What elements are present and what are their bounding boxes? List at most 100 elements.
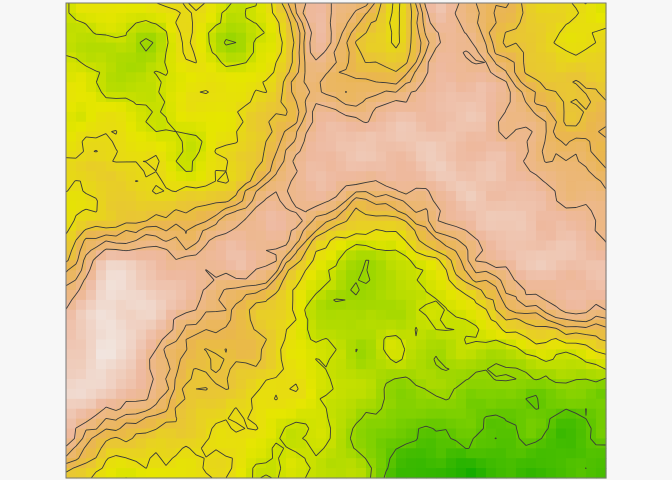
- heatmap-cell: [296, 3, 307, 14]
- heatmap-cell: [356, 458, 367, 469]
- heatmap-cell: [296, 131, 307, 143]
- heatmap-cell: [496, 398, 507, 410]
- heatmap-cell: [116, 210, 127, 222]
- heatmap-cell: [126, 32, 137, 44]
- heatmap-cell: [346, 210, 357, 222]
- heatmap-cell: [356, 359, 367, 370]
- heatmap-cell: [336, 22, 347, 34]
- heatmap-cell: [196, 349, 207, 360]
- heatmap-cell: [546, 230, 557, 242]
- heatmap-cell: [186, 101, 197, 113]
- heatmap-cell: [326, 92, 337, 103]
- heatmap-cell: [86, 62, 97, 73]
- heatmap-cell: [486, 280, 497, 291]
- heatmap-cell: [256, 82, 267, 93]
- heatmap-cell: [476, 3, 487, 14]
- heatmap-cell: [286, 230, 297, 242]
- heatmap-cell: [526, 468, 537, 479]
- heatmap-cell: [456, 448, 467, 459]
- heatmap-cell: [426, 438, 437, 449]
- heatmap-cell: [356, 82, 367, 93]
- heatmap-cell: [366, 280, 377, 291]
- heatmap-cell: [316, 339, 327, 350]
- heatmap-cell: [536, 62, 547, 73]
- heatmap-cell: [336, 448, 347, 459]
- heatmap-cell: [336, 191, 347, 202]
- heatmap-cell: [306, 22, 317, 34]
- heatmap-cell: [66, 52, 77, 63]
- heatmap-cell: [596, 32, 607, 44]
- heatmap-cell: [466, 448, 477, 459]
- heatmap-cell: [466, 220, 477, 232]
- heatmap-cell: [216, 131, 227, 143]
- heatmap-cell: [546, 408, 557, 420]
- heatmap-cell: [586, 369, 597, 380]
- heatmap-cell: [306, 121, 317, 133]
- heatmap-cell: [436, 52, 447, 63]
- heatmap-cell: [506, 111, 517, 123]
- heatmap-cell: [186, 3, 197, 14]
- heatmap-cell: [156, 388, 167, 400]
- heatmap-cell: [116, 161, 127, 172]
- heatmap-cell: [186, 359, 197, 370]
- heatmap-cell: [556, 388, 567, 400]
- heatmap-cell: [196, 171, 207, 182]
- heatmap-cell: [246, 379, 257, 390]
- heatmap-cell: [506, 3, 517, 14]
- heatmap-cell: [256, 388, 267, 400]
- heatmap-cell: [96, 398, 107, 410]
- heatmap-cell: [336, 299, 347, 311]
- heatmap-cell: [266, 448, 277, 459]
- heatmap-cell: [296, 349, 307, 360]
- heatmap-cell: [436, 448, 447, 459]
- heatmap-cell: [196, 12, 207, 24]
- heatmap-cell: [266, 309, 277, 321]
- heatmap-cell: [586, 379, 597, 390]
- heatmap-cell: [306, 151, 317, 162]
- heatmap-cell: [216, 280, 227, 291]
- heatmap-cell: [456, 240, 467, 251]
- heatmap-cell: [366, 171, 377, 182]
- heatmap-cell: [486, 458, 497, 469]
- heatmap-cell: [176, 438, 187, 449]
- heatmap-cell: [426, 260, 437, 271]
- heatmap-cell: [176, 339, 187, 350]
- heatmap-cell: [346, 92, 357, 103]
- heatmap-cell: [436, 151, 447, 162]
- heatmap-cell: [86, 428, 97, 440]
- heatmap-cell: [316, 408, 327, 420]
- heatmap-cell: [86, 22, 97, 34]
- heatmap-cell: [526, 448, 537, 459]
- heatmap-cell: [516, 3, 527, 14]
- heatmap-cell: [406, 468, 417, 479]
- heatmap-cell: [356, 131, 367, 143]
- heatmap-cell: [476, 339, 487, 350]
- heatmap-cell: [66, 458, 77, 469]
- heatmap-cell: [236, 438, 247, 449]
- heatmap-cell: [526, 250, 537, 261]
- heatmap-cell: [76, 408, 87, 420]
- heatmap-cell: [366, 398, 377, 410]
- heatmap-cell: [496, 210, 507, 222]
- heatmap-cell: [86, 270, 97, 281]
- heatmap-cell: [96, 131, 107, 143]
- heatmap-cell: [476, 62, 487, 73]
- heatmap-cell: [226, 468, 237, 479]
- heatmap-cell: [76, 52, 87, 63]
- heatmap-cell: [96, 270, 107, 281]
- heatmap-cell: [216, 388, 227, 400]
- heatmap-cell: [236, 151, 247, 162]
- heatmap-cell: [516, 428, 527, 440]
- heatmap-cell: [316, 250, 327, 261]
- heatmap-cell: [576, 250, 587, 261]
- heatmap-cell: [256, 448, 267, 459]
- heatmap-cell: [286, 359, 297, 370]
- heatmap-cell: [136, 72, 147, 83]
- heatmap-cell: [346, 200, 357, 212]
- heatmap-cell: [396, 240, 407, 251]
- heatmap-cell: [216, 72, 227, 83]
- heatmap-cell: [126, 191, 137, 202]
- heatmap-cell: [556, 191, 567, 202]
- heatmap-cell: [486, 408, 497, 420]
- heatmap-cell: [136, 250, 147, 261]
